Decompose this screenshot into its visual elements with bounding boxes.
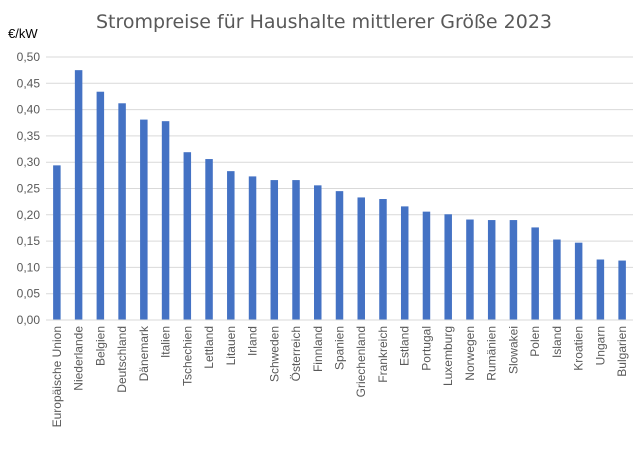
- bar: [553, 239, 561, 320]
- bar: [379, 199, 387, 320]
- y-tick-label: 0,35: [17, 129, 41, 143]
- x-category-label: Polen: [528, 326, 542, 357]
- y-tick-label: 0,10: [17, 260, 41, 274]
- bar: [161, 121, 170, 320]
- bar: [248, 176, 257, 320]
- bar: [422, 211, 431, 320]
- x-category-label: Dänemark: [137, 325, 151, 381]
- bar: [596, 259, 605, 320]
- y-tick-label: 0,20: [17, 208, 41, 222]
- bar: [183, 152, 192, 320]
- bar: [357, 197, 365, 320]
- x-category-label: Island: [550, 326, 564, 358]
- x-category-label: Tschechien: [180, 326, 194, 386]
- x-category-label: Deutschland: [115, 326, 129, 393]
- bar: [140, 119, 148, 321]
- bar: [118, 103, 126, 321]
- bar: [270, 180, 279, 320]
- x-category-label: Ungarn: [593, 326, 607, 365]
- y-tick-label: 0,00: [17, 313, 41, 327]
- x-category-label: Frankreich: [376, 326, 390, 383]
- x-category-label: Griechenland: [354, 326, 368, 397]
- bar: [96, 91, 105, 320]
- x-category-label: Luxemburg: [441, 326, 455, 386]
- bar: [444, 214, 452, 320]
- x-category-label: Spanien: [333, 326, 347, 370]
- x-category-label: Litauen: [224, 326, 238, 365]
- y-tick-label: 0,40: [17, 103, 41, 117]
- y-tick-label: 0,05: [17, 287, 41, 301]
- x-category-label: Kroatien: [572, 326, 586, 371]
- x-category-label: Belgien: [93, 326, 107, 366]
- bar: [227, 171, 235, 320]
- x-category-label: Niederlande: [72, 326, 86, 391]
- x-category-label: Irland: [246, 326, 260, 356]
- y-tick-label: 0,25: [17, 182, 41, 196]
- bars: [53, 70, 626, 321]
- y-tick-label: 0,30: [17, 155, 41, 169]
- y-tick-label: 0,50: [17, 50, 41, 64]
- bar: [400, 206, 409, 320]
- chart-title: Strompreise für Haushalte mittlerer Größ…: [96, 11, 552, 33]
- x-category-label: Bulgarien: [615, 326, 629, 377]
- bar: [531, 227, 539, 320]
- bar: [314, 185, 322, 320]
- x-category-labels: Europäische Union Niederlande Belgien Deuts…: [50, 325, 629, 427]
- bar: [53, 165, 61, 320]
- x-category-label: Italien: [159, 326, 173, 358]
- y-tick-labels: 0,00 0,05 0,10 0,15 0,20 0,25 0,30 0,35 0,40 0,45…: [17, 50, 41, 327]
- x-category-label: Österreich: [289, 326, 303, 381]
- bar: [574, 242, 583, 320]
- y-tick-label: 0,15: [17, 234, 41, 248]
- x-category-label: Lettland: [202, 326, 216, 369]
- x-category-label: Finnland: [311, 326, 325, 372]
- x-category-label: Portugal: [419, 326, 433, 371]
- bar: [335, 191, 344, 320]
- bar: [74, 70, 83, 321]
- x-category-label: Norwegen: [463, 326, 477, 381]
- bar: [487, 220, 496, 320]
- y-tick-label: 0,45: [17, 76, 41, 90]
- y-axis-unit-label: €/kW: [8, 26, 38, 41]
- x-category-label: Europäische Union: [50, 326, 64, 427]
- bar: [466, 219, 474, 320]
- x-category-label: Estland: [398, 326, 412, 366]
- x-category-label: Schweden: [267, 326, 281, 382]
- x-category-label: Slowakei: [506, 326, 520, 374]
- bar: [292, 180, 300, 320]
- x-category-label: Rumänien: [485, 326, 499, 381]
- bar: [205, 159, 213, 320]
- bar: [618, 260, 626, 320]
- bar: [509, 220, 518, 320]
